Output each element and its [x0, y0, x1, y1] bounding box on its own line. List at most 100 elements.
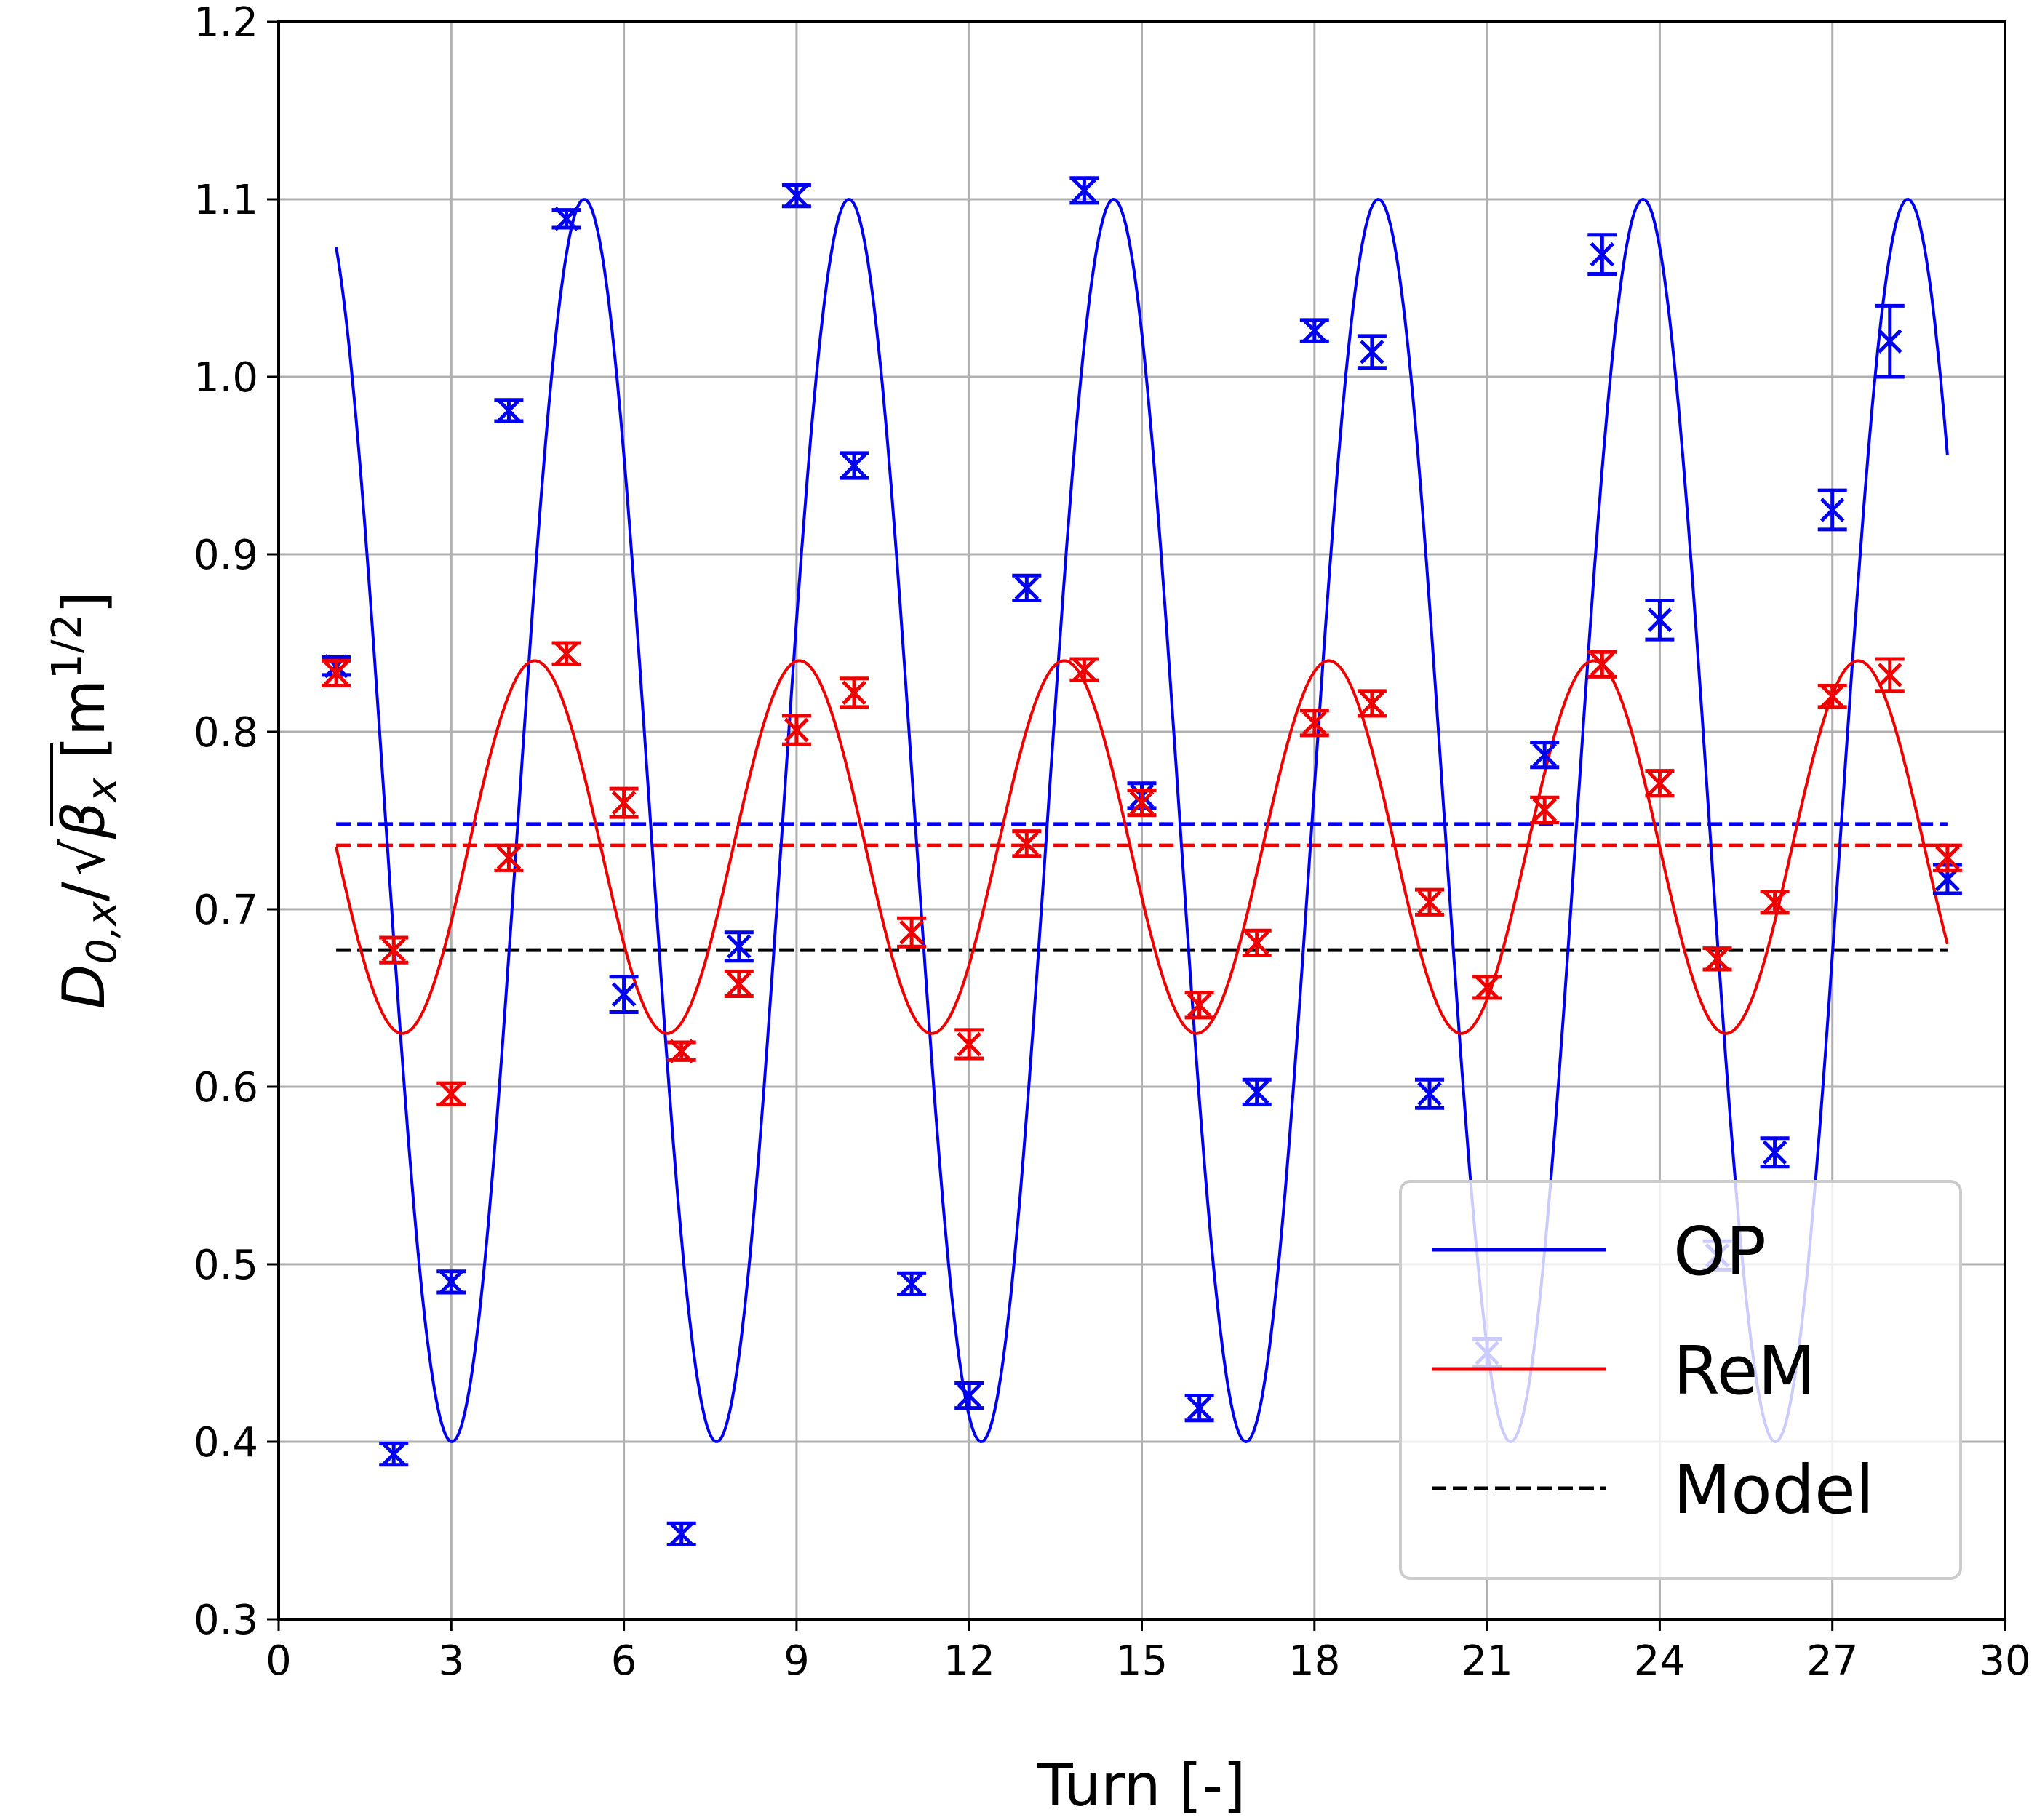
rem-marker — [1360, 691, 1384, 716]
op-marker — [611, 982, 637, 1007]
op-marker — [1590, 242, 1615, 267]
op-marker — [669, 1522, 694, 1546]
fit-curves — [335, 197, 1949, 1444]
rem-marker — [1762, 890, 1787, 915]
y-tick-label: 0.9 — [194, 532, 258, 579]
y-label-rad: β — [50, 802, 118, 839]
op-marker — [727, 934, 752, 959]
x-axis-ticks: 0 3 6 9 12 15 18 21 24 27 30 — [266, 1619, 2031, 1685]
op-marker — [1360, 340, 1384, 364]
x-tick-label: 30 — [1979, 1637, 2030, 1685]
op-point — [1530, 741, 1560, 770]
rem-point — [1530, 795, 1560, 824]
legend: OP ReM Model — [1399, 1180, 1962, 1580]
y-tick-label: 0.5 — [194, 1242, 258, 1289]
op-point — [954, 1381, 984, 1410]
x-tick-label: 15 — [1116, 1637, 1168, 1685]
mean-lines — [336, 822, 1948, 952]
op-point — [1299, 318, 1329, 343]
y-tick-label: 0.7 — [194, 887, 258, 934]
x-tick-label: 12 — [944, 1637, 995, 1685]
y-axis-title: D0,x/ √βx [m1/2] — [44, 591, 126, 1010]
y-label-slash: / — [50, 882, 118, 901]
rem-marker — [1014, 831, 1040, 856]
op-point — [1012, 573, 1042, 602]
op-marker — [1762, 1140, 1787, 1165]
svg-text:D0,x/√βx[m1/2]: D0,x/ √βx [m1/2] — [44, 591, 126, 1010]
y-label-unit-close: ] — [50, 591, 118, 614]
rem-point — [1702, 946, 1732, 972]
op-marker — [784, 183, 809, 208]
y-tick-label: 1.2 — [194, 0, 258, 47]
rem-point — [1587, 650, 1617, 679]
y-label-rad-sub: x — [79, 777, 126, 803]
op-point — [1242, 1077, 1272, 1106]
rem-marker — [1072, 657, 1097, 682]
y-tick-label: 0.4 — [194, 1419, 258, 1466]
rem-marker — [1244, 930, 1269, 956]
rem-point — [1242, 928, 1272, 957]
rem-point — [666, 1039, 696, 1063]
rem-point — [609, 786, 639, 819]
rem-point — [1299, 709, 1329, 738]
op-marker — [1532, 742, 1557, 767]
rem-marker — [1417, 890, 1442, 915]
x-axis-title: Turn [-] — [1037, 1752, 1245, 1819]
op-marker — [899, 1272, 924, 1296]
x-tick-label: 3 — [438, 1637, 464, 1685]
y-tick-label: 0.6 — [194, 1064, 258, 1111]
op-point — [1069, 176, 1099, 205]
op-point — [1817, 488, 1847, 532]
op-point — [1587, 233, 1617, 276]
rem-marker — [899, 919, 924, 945]
y-tick-label: 0.3 — [194, 1597, 258, 1644]
op-point — [781, 183, 811, 209]
op-marker — [1647, 607, 1673, 633]
op-point — [551, 207, 581, 231]
rem-point — [379, 935, 409, 965]
x-tick-label: 24 — [1634, 1637, 1686, 1685]
y-label-unit-open: [m — [50, 679, 118, 759]
rem-point — [781, 714, 811, 746]
rem-point — [1012, 829, 1042, 858]
rem-marker — [1187, 992, 1212, 1018]
rem-point — [1127, 789, 1157, 818]
op-marker — [496, 398, 522, 423]
rem-marker — [1878, 663, 1902, 687]
y-tick-label: 1.1 — [194, 177, 258, 224]
rem-fit-curve — [335, 659, 1949, 1035]
rem-marker — [1302, 711, 1327, 735]
rem-marker — [1129, 790, 1155, 815]
rem-point — [897, 916, 927, 949]
op-marker — [1819, 498, 1845, 522]
legend-label-rem: ReM — [1673, 1332, 1816, 1410]
rem-marker — [957, 1031, 981, 1057]
y-tick-label: 1.0 — [194, 354, 258, 402]
rem-marker — [554, 641, 579, 666]
rem-marker — [611, 790, 637, 815]
op-point — [494, 398, 524, 423]
op-point — [436, 1269, 466, 1295]
rem-point — [1357, 689, 1387, 718]
x-tick-label: 18 — [1288, 1637, 1340, 1685]
y-label-sub: 0,x — [79, 901, 126, 964]
rem-point — [1184, 991, 1214, 1020]
rem-point — [724, 969, 754, 999]
rem-point — [1415, 887, 1444, 917]
rem-point — [494, 843, 524, 872]
y-label-base: D — [50, 965, 118, 1010]
op-marker — [842, 453, 866, 478]
op-point — [379, 1441, 409, 1467]
y-label-unit-sup: 1/2 — [44, 614, 91, 679]
rem-marker — [727, 971, 752, 997]
op-marker — [1014, 575, 1040, 601]
rem-marker — [1475, 975, 1499, 1000]
op-point — [1357, 334, 1387, 370]
legend-box — [1399, 1180, 1962, 1580]
op-point — [840, 451, 869, 480]
op-marker — [381, 1442, 406, 1466]
op-marker — [957, 1383, 981, 1408]
x-tick-label: 27 — [1806, 1637, 1858, 1685]
y-tick-label: 0.8 — [194, 709, 258, 757]
